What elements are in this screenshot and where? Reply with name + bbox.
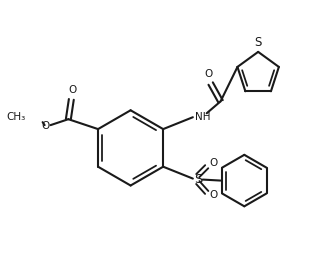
Text: S: S — [254, 36, 262, 49]
Text: O: O — [210, 190, 218, 200]
Text: O: O — [204, 69, 213, 79]
Text: O: O — [210, 158, 218, 168]
Text: S: S — [194, 173, 202, 186]
Text: NH: NH — [195, 112, 210, 122]
Text: O: O — [41, 121, 50, 131]
Text: O: O — [68, 86, 76, 95]
Text: CH₃: CH₃ — [6, 112, 26, 122]
